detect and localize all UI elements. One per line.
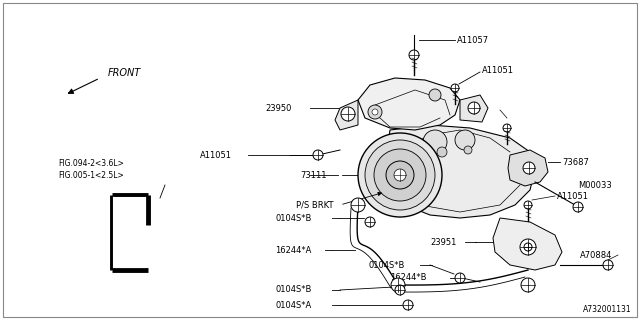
Text: 0104S*B: 0104S*B [368,260,404,269]
Circle shape [395,285,405,295]
Circle shape [365,140,435,210]
Circle shape [451,84,459,92]
Circle shape [386,161,414,189]
Text: FIG.005-1<2.5L>: FIG.005-1<2.5L> [58,171,124,180]
Polygon shape [358,78,460,130]
Circle shape [521,278,535,292]
Text: 23951: 23951 [430,237,456,246]
Text: M00033: M00033 [578,180,612,189]
Circle shape [365,217,375,227]
Circle shape [394,169,406,181]
Circle shape [468,102,480,114]
Polygon shape [508,150,548,186]
Circle shape [429,89,441,101]
Circle shape [503,124,511,132]
Text: P/S BRKT: P/S BRKT [296,201,333,210]
Text: 23950: 23950 [265,103,291,113]
Polygon shape [460,95,488,122]
Polygon shape [335,100,358,130]
Text: A11057: A11057 [457,36,489,44]
Text: FIG.094-2<3.6L>: FIG.094-2<3.6L> [58,158,124,167]
Circle shape [313,150,323,160]
Text: A11051: A11051 [557,191,589,201]
Polygon shape [493,218,562,270]
Circle shape [455,130,475,150]
Circle shape [409,50,419,60]
Polygon shape [385,125,535,218]
Text: 0104S*B: 0104S*B [275,213,312,222]
Circle shape [524,243,532,251]
Circle shape [374,149,426,201]
Circle shape [341,107,355,121]
Circle shape [455,273,465,283]
Circle shape [520,239,536,255]
Text: FRONT: FRONT [108,68,141,78]
Circle shape [524,201,532,209]
Circle shape [368,105,382,119]
Circle shape [391,278,405,292]
Text: 16244*B: 16244*B [390,274,426,283]
Circle shape [523,162,535,174]
Circle shape [464,146,472,154]
Text: A11051: A11051 [482,66,514,75]
Circle shape [358,133,442,217]
Circle shape [423,130,447,154]
Text: A70884: A70884 [580,252,612,260]
Text: A11051: A11051 [200,150,232,159]
Text: A732001131: A732001131 [584,305,632,314]
Text: 0104S*B: 0104S*B [275,285,312,294]
Circle shape [573,202,583,212]
Circle shape [403,300,413,310]
Text: 73111: 73111 [300,171,326,180]
Circle shape [372,109,378,115]
Circle shape [603,260,613,270]
Circle shape [437,147,447,157]
Text: 0104S*A: 0104S*A [275,300,311,309]
Circle shape [351,198,365,212]
Text: 73687: 73687 [562,157,589,166]
Text: 16244*A: 16244*A [275,245,312,254]
